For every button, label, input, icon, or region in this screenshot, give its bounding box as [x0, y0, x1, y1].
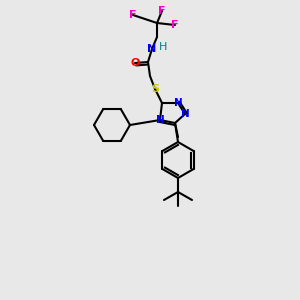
- Text: S: S: [151, 84, 159, 94]
- Text: F: F: [129, 10, 137, 20]
- Text: N: N: [181, 109, 189, 119]
- Text: H: H: [159, 42, 167, 52]
- Text: N: N: [147, 44, 157, 54]
- Text: F: F: [171, 20, 179, 30]
- Text: O: O: [130, 58, 140, 68]
- Text: N: N: [156, 115, 164, 125]
- Text: F: F: [158, 6, 166, 16]
- Text: N: N: [174, 98, 182, 108]
